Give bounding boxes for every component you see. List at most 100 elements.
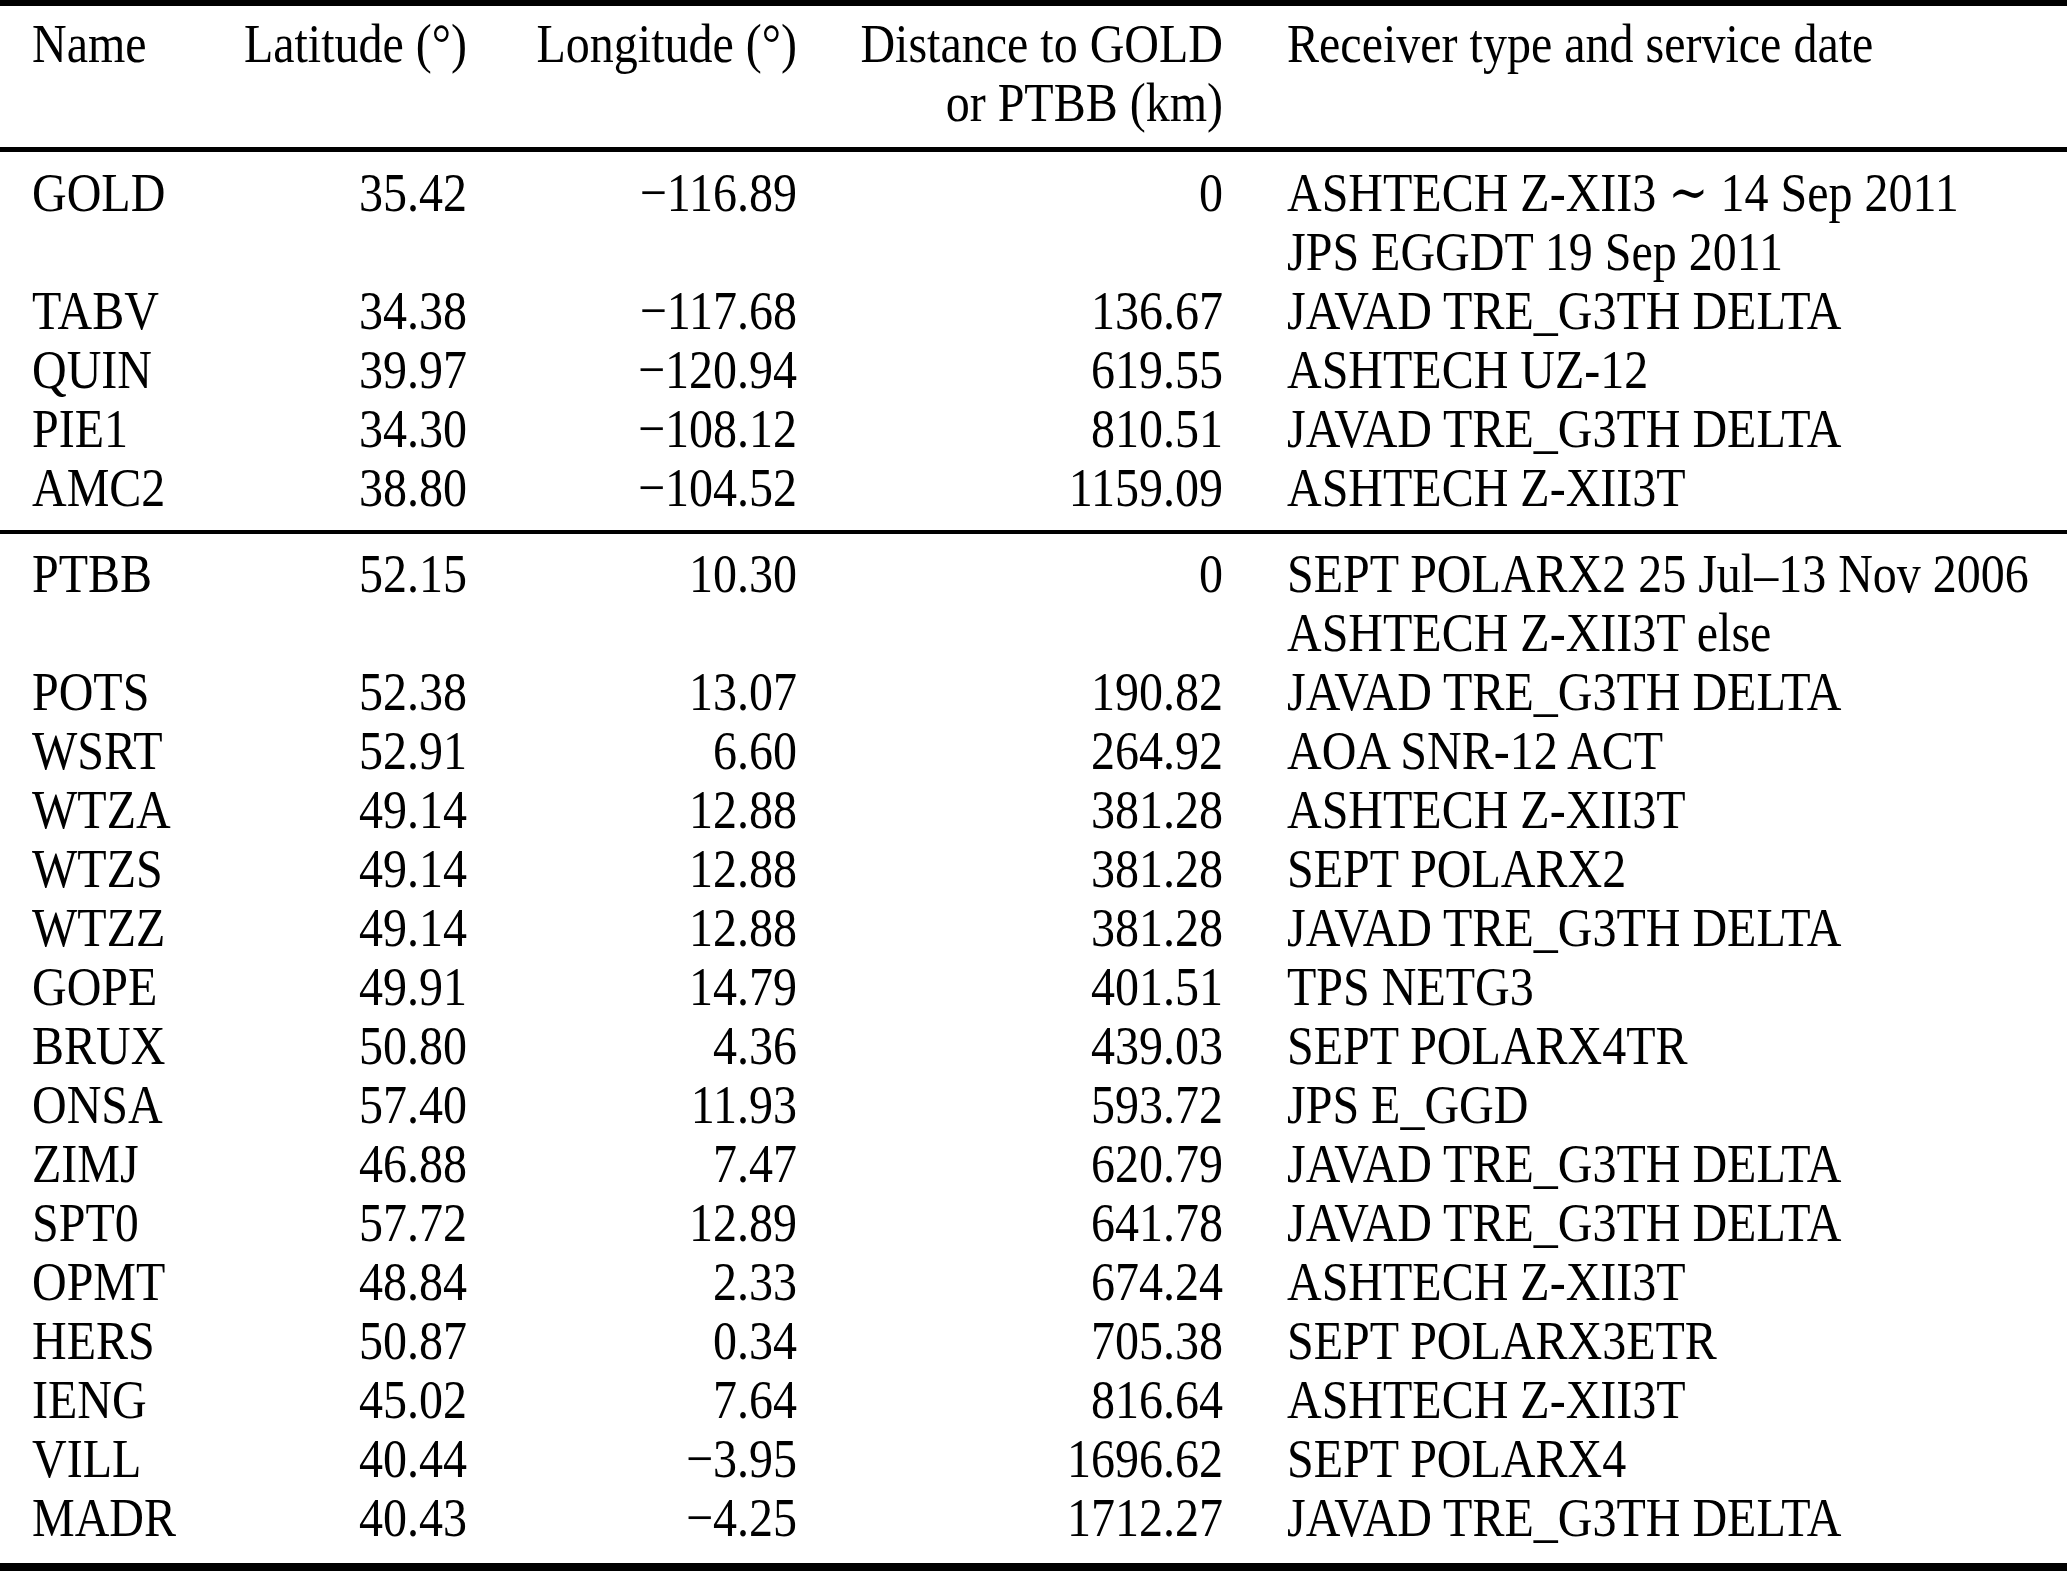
cell-longitude: 13.07: [437, 657, 797, 725]
cell-distance: 641.78: [823, 1188, 1223, 1256]
cell-distance: 1712.27: [823, 1483, 1223, 1551]
cell-longitude: 7.47: [437, 1129, 797, 1197]
cell-receiver: JPS E_GGD: [1287, 1070, 2066, 1138]
cell-latitude: 34.30: [107, 394, 467, 462]
cell-longitude: −4.25: [437, 1483, 797, 1551]
bottom-rule: [0, 1563, 2067, 1571]
cell-latitude: 49.91: [107, 952, 467, 1020]
header-receiver: Receiver type and service date: [1287, 9, 2066, 77]
cell-distance: 619.55: [823, 335, 1223, 403]
header-row: NameLatitude (°)Longitude (°)Distance to…: [0, 16, 2067, 75]
cell-receiver: ASHTECH Z-XII3T: [1287, 453, 2066, 521]
header-distance-line2: or PTBB (km): [823, 68, 1223, 136]
cell-longitude: −108.12: [437, 394, 797, 462]
cell-distance: 674.24: [823, 1247, 1223, 1315]
table-row: TABV34.38−117.68136.67JAVAD TRE_G3TH DEL…: [0, 283, 2067, 342]
cell-latitude: 48.84: [107, 1247, 467, 1315]
cell-longitude: −104.52: [437, 453, 797, 521]
cell-receiver: JAVAD TRE_G3TH DELTA: [1287, 1129, 2066, 1197]
table-row: PIE134.30−108.12810.51JAVAD TRE_G3TH DEL…: [0, 401, 2067, 460]
cell-latitude: 50.87: [107, 1306, 467, 1374]
cell-receiver: ASHTECH Z-XII3 ∼ 14 Sep 2011: [1287, 158, 2066, 226]
cell-distance: 620.79: [823, 1129, 1223, 1197]
cell-longitude: 12.88: [437, 834, 797, 902]
header-row-continuation: or PTBB (km): [0, 75, 2067, 134]
cell-latitude: 57.72: [107, 1188, 467, 1256]
cell-distance: 264.92: [823, 716, 1223, 784]
top-rule: [0, 0, 2067, 6]
cell-latitude: 52.91: [107, 716, 467, 784]
table-row: GOLD35.42−116.890ASHTECH Z-XII3 ∼ 14 Sep…: [0, 165, 2067, 224]
cell-longitude: −120.94: [437, 335, 797, 403]
table-row: SPT057.7212.89641.78JAVAD TRE_G3TH DELTA: [0, 1195, 2067, 1254]
cell-distance: 593.72: [823, 1070, 1223, 1138]
cell-distance: 0: [823, 539, 1223, 607]
cell-receiver: ASHTECH UZ-12: [1287, 335, 2066, 403]
cell-longitude: −116.89: [437, 158, 797, 226]
table-row: GOPE49.9114.79401.51TPS NETG3: [0, 959, 2067, 1018]
cell-receiver: ASHTECH Z-XII3T: [1287, 1365, 2066, 1433]
table-row: IENG45.027.64816.64ASHTECH Z-XII3T: [0, 1372, 2067, 1431]
cell-receiver: SEPT POLARX2 25 Jul–13 Nov 2006: [1287, 539, 2066, 607]
cell-latitude: 38.80: [107, 453, 467, 521]
cell-receiver: SEPT POLARX4: [1287, 1424, 2066, 1492]
cell-distance: 381.28: [823, 834, 1223, 902]
table-row: PTBB52.1510.300SEPT POLARX2 25 Jul–13 No…: [0, 546, 2067, 605]
cell-distance: 810.51: [823, 394, 1223, 462]
header-latitude: Latitude (°): [107, 9, 467, 77]
cell-receiver: TPS NETG3: [1287, 952, 2066, 1020]
cell-latitude: 49.14: [107, 834, 467, 902]
cell-latitude: 52.38: [107, 657, 467, 725]
cell-longitude: 12.88: [437, 775, 797, 843]
cell-longitude: 7.64: [437, 1365, 797, 1433]
cell-longitude: 14.79: [437, 952, 797, 1020]
cell-distance: 401.51: [823, 952, 1223, 1020]
cell-longitude: −117.68: [437, 276, 797, 344]
header-rule: [0, 147, 2067, 152]
table-row: WTZA49.1412.88381.28ASHTECH Z-XII3T: [0, 782, 2067, 841]
cell-latitude: 39.97: [107, 335, 467, 403]
cell-longitude: 0.34: [437, 1306, 797, 1374]
cell-latitude: 34.38: [107, 276, 467, 344]
cell-latitude: 49.14: [107, 893, 467, 961]
cell-distance: 1159.09: [823, 453, 1223, 521]
cell-latitude: 46.88: [107, 1129, 467, 1197]
cell-latitude: 52.15: [107, 539, 467, 607]
cell-longitude: −3.95: [437, 1424, 797, 1492]
cell-distance: 190.82: [823, 657, 1223, 725]
cell-receiver: SEPT POLARX3ETR: [1287, 1306, 2066, 1374]
table-row: ONSA57.4011.93593.72JPS E_GGD: [0, 1077, 2067, 1136]
cell-longitude: 2.33: [437, 1247, 797, 1315]
header-distance: Distance to GOLD: [823, 9, 1223, 77]
table-row: VILL40.44−3.951696.62SEPT POLARX4: [0, 1431, 2067, 1490]
table-row: OPMT48.842.33674.24ASHTECH Z-XII3T: [0, 1254, 2067, 1313]
table-row: WSRT52.916.60264.92AOA SNR-12 ACT: [0, 723, 2067, 782]
table-row: WTZS49.1412.88381.28SEPT POLARX2: [0, 841, 2067, 900]
cell-receiver: JAVAD TRE_G3TH DELTA: [1287, 276, 2066, 344]
table-row: HERS50.870.34705.38SEPT POLARX3ETR: [0, 1313, 2067, 1372]
cell-distance: 439.03: [823, 1011, 1223, 1079]
table-row: AMC238.80−104.521159.09ASHTECH Z-XII3T: [0, 460, 2067, 519]
cell-receiver: ASHTECH Z-XII3T: [1287, 1247, 2066, 1315]
cell-longitude: 12.88: [437, 893, 797, 961]
cell-receiver: JAVAD TRE_G3TH DELTA: [1287, 1483, 2066, 1551]
cell-latitude: 45.02: [107, 1365, 467, 1433]
cell-receiver: JAVAD TRE_G3TH DELTA: [1287, 657, 2066, 725]
cell-latitude: 49.14: [107, 775, 467, 843]
cell-latitude: 40.44: [107, 1424, 467, 1492]
cell-receiver-continuation: JPS EGGDT 19 Sep 2011: [1287, 217, 2066, 285]
section-divider-rule: [0, 530, 2067, 534]
table-row: MADR40.43−4.251712.27JAVAD TRE_G3TH DELT…: [0, 1490, 2067, 1549]
station-table-page: NameLatitude (°)Longitude (°)Distance to…: [0, 0, 2067, 1571]
cell-receiver: AOA SNR-12 ACT: [1287, 716, 2066, 784]
cell-receiver: ASHTECH Z-XII3T: [1287, 775, 2066, 843]
cell-receiver: SEPT POLARX4TR: [1287, 1011, 2066, 1079]
cell-distance: 381.28: [823, 775, 1223, 843]
cell-latitude: 50.80: [107, 1011, 467, 1079]
cell-longitude: 10.30: [437, 539, 797, 607]
cell-receiver: JAVAD TRE_G3TH DELTA: [1287, 893, 2066, 961]
table-row: WTZZ49.1412.88381.28JAVAD TRE_G3TH DELTA: [0, 900, 2067, 959]
cell-distance: 136.67: [823, 276, 1223, 344]
cell-distance: 1696.62: [823, 1424, 1223, 1492]
cell-distance: 381.28: [823, 893, 1223, 961]
